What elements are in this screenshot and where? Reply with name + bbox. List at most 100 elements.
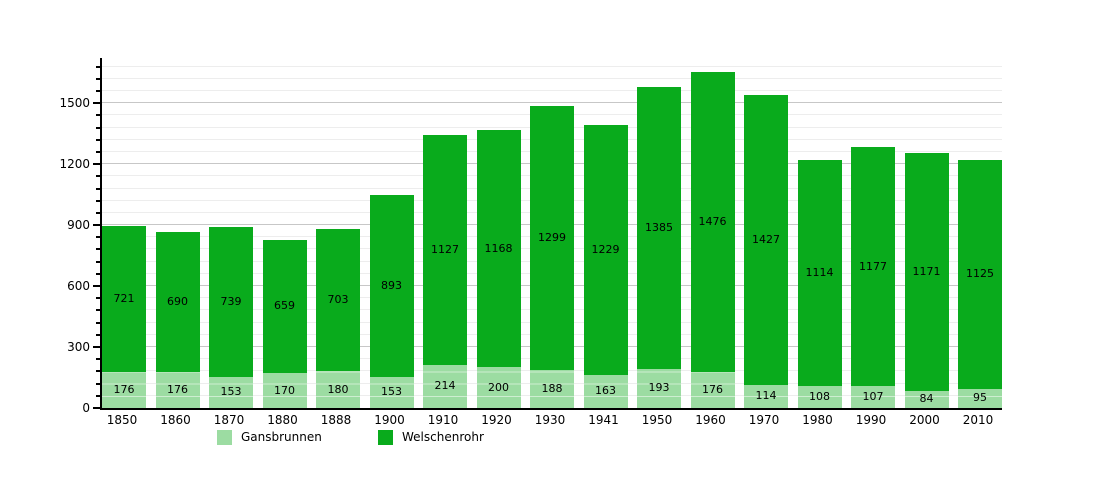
x-axis-label: 1860 [160, 413, 191, 427]
y-axis-tick [93, 102, 102, 105]
y-axis-tick [96, 297, 102, 300]
bar-segment-welschenrohr: 1125 [958, 160, 1002, 389]
bar-segment-welschenrohr: 721 [102, 225, 146, 373]
bar-segment-gansbrunnen: 176 [102, 372, 146, 408]
bar-value-label: 153 [381, 385, 402, 399]
bar-value-label: 163 [595, 384, 616, 398]
bar-segment-gansbrunnen: 153 [369, 376, 414, 408]
legend-swatch-welschenrohr [378, 430, 393, 445]
gridline-minor [102, 65, 1002, 67]
y-axis-tick [93, 346, 102, 349]
y-axis-tick [93, 224, 102, 227]
y-axis-tick [96, 236, 102, 239]
y-axis-tick [96, 211, 102, 214]
bar-value-label: 1168 [484, 241, 513, 255]
bar-segment-welschenrohr: 893 [369, 195, 414, 377]
x-axis-label: 1990 [855, 413, 887, 427]
y-axis-tick [96, 65, 102, 68]
y-axis-tick [93, 285, 102, 288]
bar-value-label: 107 [862, 390, 884, 404]
bar-value-label: 188 [541, 381, 563, 395]
y-axis-tick [96, 382, 102, 385]
legend-label-gansbrunnen: Gansbrunnen [241, 430, 322, 444]
bar-value-label: 170 [274, 383, 295, 397]
bar-value-label: 1171 [912, 264, 941, 278]
bar-segment-gansbrunnen: 176 [690, 372, 735, 408]
bar-value-label: 84 [919, 392, 934, 406]
bar-1880: 659 170 [262, 239, 307, 408]
bar-value-label: 1385 [645, 221, 673, 235]
bar-value-label: 659 [274, 299, 295, 313]
bar-value-label: 214 [434, 379, 456, 393]
x-axis-label: 1850 [106, 413, 138, 427]
y-axis-tick [93, 407, 102, 409]
x-axis-labels: 1850 1860 1870 1880 1888 1900 1910 1920 1930 1941… [100, 413, 1000, 427]
y-axis-tick [96, 358, 102, 361]
bar-value-label: 690 [167, 295, 188, 309]
plot-area: 0 300 600 900 1200 1500 721 176 690 176 739 153 659 1… [59, 58, 1002, 415]
bar-1920: 1168 200 [476, 129, 521, 408]
x-axis-label: 1880 [267, 413, 298, 427]
y-axis-label: 300 [67, 340, 90, 355]
bar-segment-welschenrohr: 1427 [744, 94, 788, 385]
bar-segment-welschenrohr: 1177 [851, 147, 895, 387]
bar-value-label: 95 [973, 391, 987, 405]
bar-segment-gansbrunnen: 163 [583, 374, 628, 408]
bar-value-label: 176 [113, 383, 135, 397]
y-axis-tick [96, 77, 102, 80]
gridline-minor [102, 89, 1002, 91]
bar-2000: 1171 84 [904, 152, 949, 408]
bar-segment-gansbrunnen: 180 [316, 371, 360, 408]
gridline-minor [102, 77, 1002, 79]
bar-segment-gansbrunnen: 107 [851, 386, 895, 408]
bar-value-label: 176 [167, 383, 188, 397]
y-axis-tick [96, 333, 102, 336]
bar-value-label: 153 [220, 385, 242, 399]
bar-value-label: 1229 [591, 242, 620, 256]
y-axis-label: 1200 [59, 157, 90, 172]
y-axis-tick [96, 89, 102, 92]
bar-value-label: 1114 [805, 265, 834, 279]
gridline-major [102, 102, 1002, 104]
y-axis-tick [96, 175, 102, 178]
legend-item-welschenrohr: Welschenrohr [378, 430, 484, 445]
bar-segment-welschenrohr: 1114 [797, 159, 842, 387]
bar-segment-welschenrohr: 1385 [637, 87, 681, 369]
y-axis-label: 1500 [59, 96, 90, 111]
y-axis-tick [96, 114, 102, 117]
bar-value-label: 739 [220, 294, 242, 308]
x-axis-label: 1950 [641, 413, 673, 427]
bar-1850: 721 176 [102, 225, 146, 408]
bar-1960: 1476 176 [690, 72, 735, 408]
y-axis-tick [96, 321, 102, 324]
bar-segment-gansbrunnen: 153 [209, 376, 253, 408]
bar-segment-welschenrohr: 1168 [476, 129, 521, 368]
x-axis-label: 1980 [802, 413, 833, 427]
y-axis-tick [93, 163, 102, 166]
x-axis-label: 2000 [909, 413, 940, 427]
bar-1870: 739 153 [209, 226, 253, 408]
y-axis-tick [96, 272, 102, 275]
bar-segment-welschenrohr: 739 [209, 226, 253, 377]
x-axis-label: 1888 [320, 413, 352, 427]
y-axis-tick [96, 309, 102, 312]
bar-segment-gansbrunnen: 108 [797, 386, 842, 408]
bar-segment-welschenrohr: 1171 [904, 152, 949, 391]
y-axis-label: 600 [67, 279, 90, 294]
y-axis-tick [96, 394, 102, 397]
bar-value-label: 893 [381, 279, 402, 293]
bar-1860: 690 176 [155, 232, 200, 408]
bar-segment-welschenrohr: 659 [262, 239, 307, 374]
bar-2010: 1125 95 [958, 160, 1002, 408]
legend: Gansbrunnen Welschenrohr [0, 430, 1100, 450]
bar-1930: 1299 188 [530, 105, 574, 408]
x-axis-label: 1870 [213, 413, 245, 427]
bars-container: 721 176 690 176 739 153 659 170 703 180 893 153 1127… [102, 58, 1002, 408]
bar-segment-welschenrohr: 703 [316, 228, 360, 372]
bar-segment-gansbrunnen: 95 [958, 388, 1002, 408]
bar-segment-gansbrunnen: 200 [476, 367, 521, 408]
y-axis-label: 900 [67, 218, 90, 233]
bar-1980: 1114 108 [797, 159, 842, 408]
bar-segment-welschenrohr: 1299 [530, 105, 574, 370]
bar-value-label: 1125 [966, 267, 994, 281]
